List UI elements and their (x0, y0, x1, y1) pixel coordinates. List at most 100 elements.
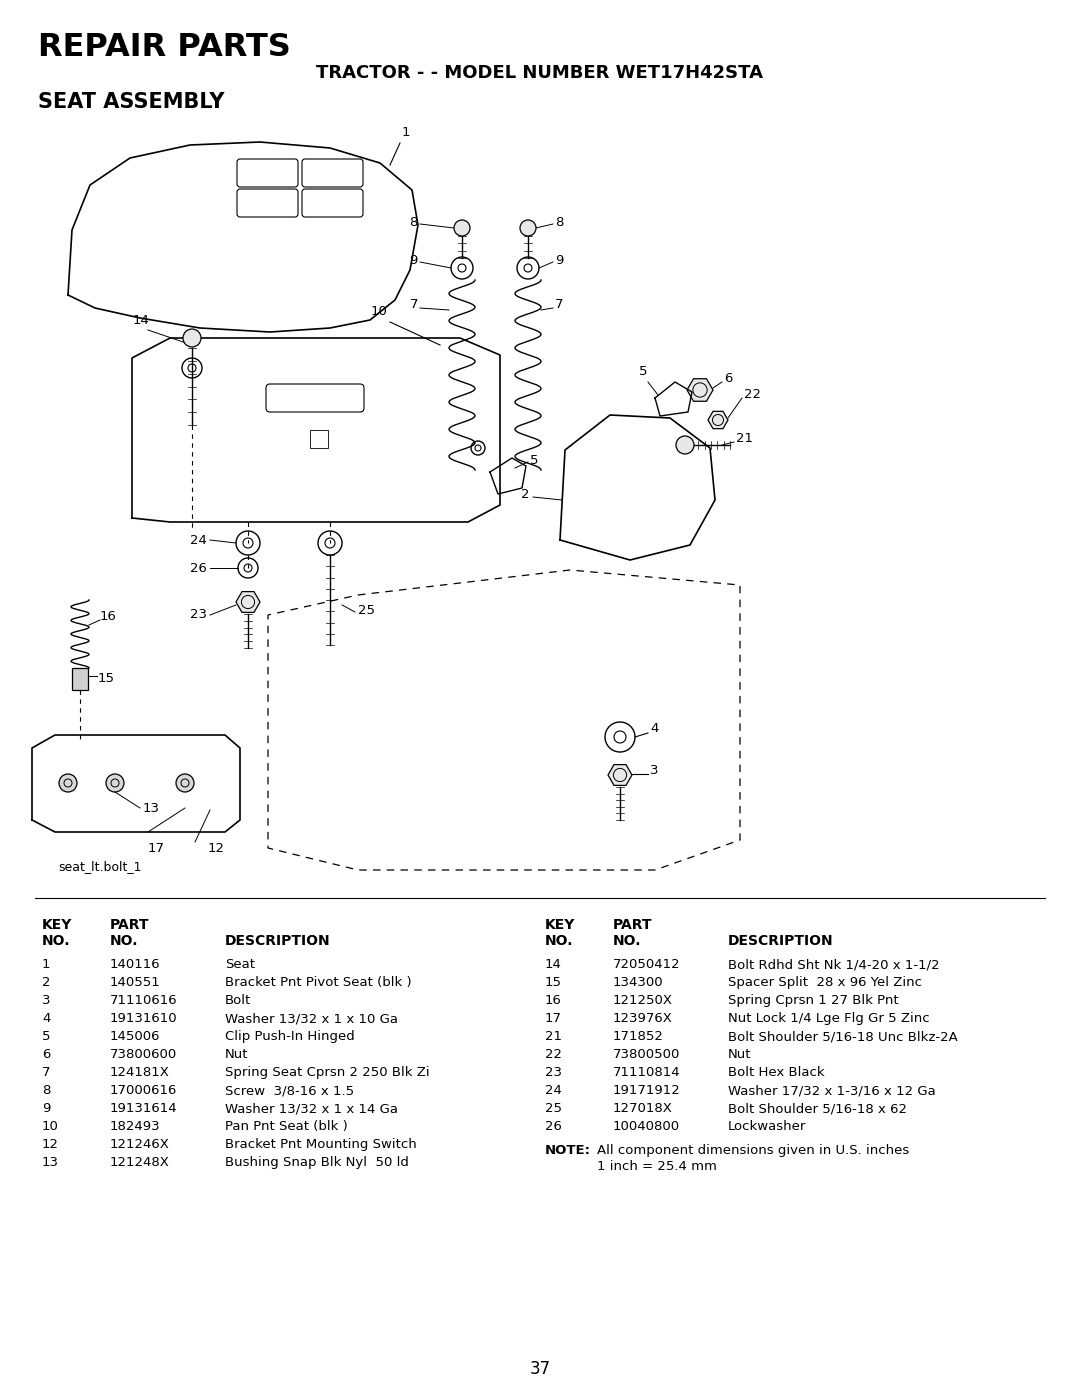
Text: 6: 6 (42, 1048, 51, 1060)
Text: 21: 21 (735, 432, 753, 444)
Text: 19131614: 19131614 (110, 1102, 177, 1115)
Text: 121250X: 121250X (613, 995, 673, 1007)
Text: 9: 9 (42, 1102, 51, 1115)
Text: 7: 7 (42, 1066, 51, 1078)
Text: 6: 6 (724, 372, 732, 384)
Text: 15: 15 (98, 672, 114, 685)
Text: 21: 21 (545, 1030, 562, 1044)
Polygon shape (608, 764, 632, 785)
Text: 25: 25 (357, 604, 375, 616)
Text: Screw  3/8-16 x 1.5: Screw 3/8-16 x 1.5 (225, 1084, 354, 1097)
Text: PART: PART (613, 918, 652, 932)
Text: 14: 14 (133, 314, 150, 327)
Text: Washer 13/32 x 1 x 10 Ga: Washer 13/32 x 1 x 10 Ga (225, 1011, 399, 1025)
Text: Spacer Split  28 x 96 Yel Zinc: Spacer Split 28 x 96 Yel Zinc (728, 977, 922, 989)
Text: 73800500: 73800500 (613, 1048, 680, 1060)
Circle shape (59, 774, 77, 792)
Circle shape (183, 330, 201, 346)
Text: 17000616: 17000616 (110, 1084, 177, 1097)
Text: Nut: Nut (225, 1048, 248, 1060)
Text: 4: 4 (650, 721, 659, 735)
Text: 124181X: 124181X (110, 1066, 170, 1078)
Text: 121246X: 121246X (110, 1139, 170, 1151)
Text: 24: 24 (545, 1084, 562, 1097)
Text: 8: 8 (409, 215, 418, 229)
Text: 17: 17 (545, 1011, 562, 1025)
Circle shape (519, 219, 536, 236)
Text: 3: 3 (650, 764, 659, 777)
Text: 17: 17 (148, 842, 165, 855)
Text: Washer 17/32 x 1-3/16 x 12 Ga: Washer 17/32 x 1-3/16 x 12 Ga (728, 1084, 935, 1097)
Text: REPAIR PARTS: REPAIR PARTS (38, 32, 291, 63)
Text: 2: 2 (522, 489, 530, 502)
Text: 7: 7 (555, 299, 564, 312)
Text: SEAT ASSEMBLY: SEAT ASSEMBLY (38, 92, 225, 112)
Text: TRACTOR - - MODEL NUMBER WET17H42STA: TRACTOR - - MODEL NUMBER WET17H42STA (316, 64, 764, 82)
Text: KEY: KEY (42, 918, 72, 932)
Text: Nut Lock 1/4 Lge Flg Gr 5 Zinc: Nut Lock 1/4 Lge Flg Gr 5 Zinc (728, 1011, 930, 1025)
Text: 12: 12 (42, 1139, 59, 1151)
Polygon shape (708, 411, 728, 429)
Text: 5: 5 (530, 454, 539, 467)
Text: 25: 25 (545, 1102, 562, 1115)
Text: 140551: 140551 (110, 977, 161, 989)
Polygon shape (237, 591, 260, 612)
Text: 13: 13 (42, 1155, 59, 1169)
Text: 1: 1 (42, 958, 51, 971)
Text: 10040800: 10040800 (613, 1120, 680, 1133)
Circle shape (676, 436, 694, 454)
Text: NO.: NO. (613, 935, 642, 949)
Text: 3: 3 (42, 995, 51, 1007)
Text: Bolt Hex Black: Bolt Hex Black (728, 1066, 825, 1078)
Circle shape (176, 774, 194, 792)
Text: Bolt Shoulder 5/16-18 x 62: Bolt Shoulder 5/16-18 x 62 (728, 1102, 907, 1115)
Text: 16: 16 (100, 610, 117, 623)
Text: Bracket Pnt Mounting Switch: Bracket Pnt Mounting Switch (225, 1139, 417, 1151)
Text: 8: 8 (42, 1084, 51, 1097)
Text: Lockwasher: Lockwasher (728, 1120, 807, 1133)
Text: 16: 16 (545, 995, 562, 1007)
Text: Seat: Seat (225, 958, 255, 971)
Text: 73800600: 73800600 (110, 1048, 177, 1060)
Text: Pan Pnt Seat (blk ): Pan Pnt Seat (blk ) (225, 1120, 348, 1133)
Circle shape (454, 219, 470, 236)
Text: DESCRIPTION: DESCRIPTION (225, 935, 330, 949)
Text: 24: 24 (190, 534, 207, 546)
Text: 2: 2 (42, 977, 51, 989)
Text: 23: 23 (545, 1066, 562, 1078)
Text: 9: 9 (555, 253, 564, 267)
Text: Clip Push-In Hinged: Clip Push-In Hinged (225, 1030, 354, 1044)
Text: Bushing Snap Blk Nyl  50 ld: Bushing Snap Blk Nyl 50 ld (225, 1155, 409, 1169)
Text: 71110616: 71110616 (110, 995, 177, 1007)
Text: Bolt Shoulder 5/16-18 Unc Blkz-2A: Bolt Shoulder 5/16-18 Unc Blkz-2A (728, 1030, 958, 1044)
Text: Spring Seat Cprsn 2 250 Blk Zi: Spring Seat Cprsn 2 250 Blk Zi (225, 1066, 430, 1078)
Text: Bracket Pnt Pivot Seat (blk ): Bracket Pnt Pivot Seat (blk ) (225, 977, 411, 989)
Text: 23: 23 (190, 609, 207, 622)
Text: NO.: NO. (42, 935, 70, 949)
Text: 14: 14 (545, 958, 562, 971)
Text: DESCRIPTION: DESCRIPTION (728, 935, 834, 949)
Text: NO.: NO. (545, 935, 573, 949)
Text: 5: 5 (42, 1030, 51, 1044)
Text: 134300: 134300 (613, 977, 663, 989)
Text: 127018X: 127018X (613, 1102, 673, 1115)
Text: 1: 1 (402, 126, 410, 138)
Text: NOTE:: NOTE: (545, 1144, 591, 1157)
Text: 9: 9 (409, 253, 418, 267)
Text: 15: 15 (545, 977, 562, 989)
Text: 26: 26 (190, 562, 207, 574)
Text: Spring Cprsn 1 27 Blk Pnt: Spring Cprsn 1 27 Blk Pnt (728, 995, 899, 1007)
Text: Washer 13/32 x 1 x 14 Ga: Washer 13/32 x 1 x 14 Ga (225, 1102, 399, 1115)
Text: 19131610: 19131610 (110, 1011, 177, 1025)
Text: 140116: 140116 (110, 958, 161, 971)
Text: seat_lt.bolt_1: seat_lt.bolt_1 (58, 861, 141, 873)
Text: NO.: NO. (110, 935, 138, 949)
Text: 37: 37 (529, 1361, 551, 1377)
Text: 71110814: 71110814 (613, 1066, 680, 1078)
Text: 123976X: 123976X (613, 1011, 673, 1025)
Text: PART: PART (110, 918, 149, 932)
Text: 26: 26 (545, 1120, 562, 1133)
Text: KEY: KEY (545, 918, 576, 932)
Circle shape (106, 774, 124, 792)
Text: 171852: 171852 (613, 1030, 664, 1044)
